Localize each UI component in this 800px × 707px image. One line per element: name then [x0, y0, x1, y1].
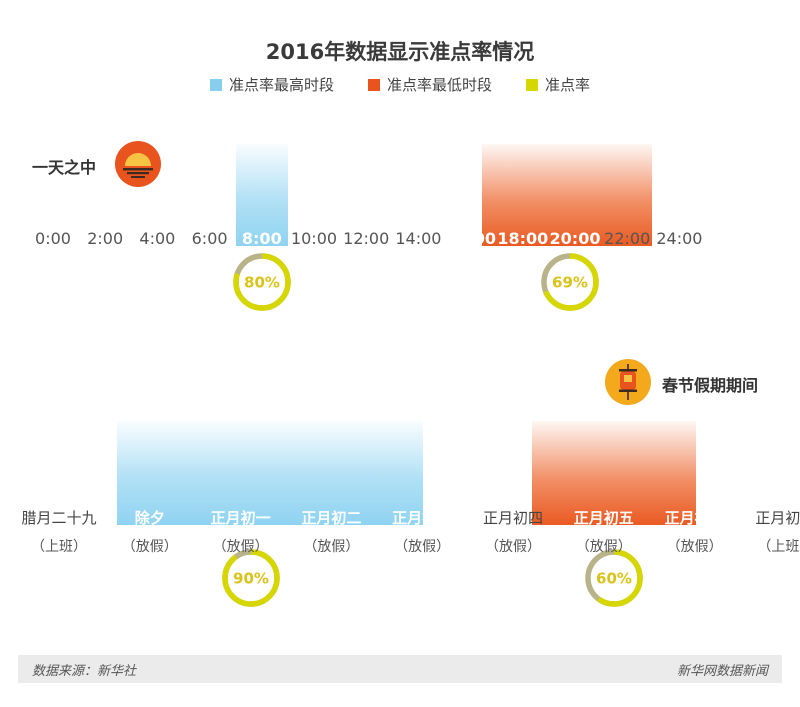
sunset-icon	[114, 140, 162, 192]
holiday-day: 正月初一 （放假）	[211, 507, 271, 556]
day-tick-label: 2:00	[87, 229, 124, 248]
holiday-day-name: 正月初一	[210, 509, 271, 527]
legend-label-highest: 准点率最高时段	[228, 76, 334, 94]
day-tick-label: 10:00	[290, 229, 338, 248]
holiday-day-name: 正月初四	[482, 509, 544, 527]
legend: 准点率最高时段 准点率最低时段 准点率	[0, 74, 800, 95]
day-tick-label: 14:00	[395, 229, 442, 248]
holiday-low-rate-gauge: 60%	[585, 549, 643, 607]
gauge-fill	[541, 253, 599, 311]
gauge-label: 60%	[596, 570, 632, 588]
holiday-day-name: 除夕	[134, 509, 165, 527]
holiday-day: 正月初七 （上班）	[755, 507, 800, 556]
holiday-day-name: 正月初三	[392, 509, 453, 527]
gauge-fill	[233, 253, 291, 311]
holiday-day: 正月初六 （放假）	[665, 507, 725, 556]
holiday-day-status: （放假）	[394, 539, 451, 555]
legend-item-rate: 准点率	[526, 74, 590, 95]
holiday-day-name: 正月初二	[301, 509, 362, 527]
holiday-day: 正月初五 （放假）	[574, 507, 634, 556]
day-tick-label: 0:00	[35, 229, 71, 248]
holiday-day: 腊月二十九 （上班）	[21, 507, 96, 556]
gauge-track	[233, 253, 291, 311]
gauge-track	[222, 549, 280, 607]
day-low-rate-gauge: 69%	[541, 253, 599, 311]
holiday-day-name: 正月初七	[755, 509, 800, 527]
legend-swatch-lowest	[367, 78, 380, 91]
gauge-label: 80%	[244, 274, 280, 292]
holiday-day-name: 腊月二十九	[21, 509, 97, 527]
day-high-rate-gauge: 80%	[233, 253, 291, 311]
gauge-track	[585, 549, 643, 607]
day-tick-label: 4:00	[139, 229, 176, 248]
holiday-day-status: （上班）	[757, 539, 800, 555]
gauge-label: 69%	[552, 274, 588, 292]
legend-label-lowest: 准点率最低时段	[386, 76, 492, 94]
legend-swatch-highest	[209, 78, 222, 91]
holiday-day-status: （放假）	[666, 539, 723, 555]
gauge-fill	[222, 549, 280, 607]
holiday-lowest-band	[532, 421, 696, 525]
day-tick-label: 8:00	[241, 229, 282, 248]
legend-item-highest: 准点率最高时段	[209, 74, 334, 95]
legend-swatch-rate	[526, 78, 538, 91]
holiday-day: 除夕 （放假）	[122, 507, 178, 556]
chart-title: 2016年数据显示准点率情况	[265, 40, 535, 64]
holiday-day-status: （放假）	[575, 539, 632, 555]
holiday-high-rate-gauge: 90%	[222, 549, 280, 607]
day-tick-label: 20:00	[549, 229, 601, 248]
gauge-label: 90%	[233, 570, 269, 588]
day-highest-band	[236, 144, 288, 246]
day-tick-label: 6:00	[191, 229, 228, 248]
holiday-day-status: （放假）	[303, 539, 360, 555]
legend-label-rate: 准点率	[545, 76, 591, 94]
day-tick-label: 22:00	[604, 229, 651, 248]
day-tick-label: 12:00	[343, 229, 390, 248]
day-lowest-band	[482, 144, 652, 246]
holiday-day: 正月初二 （放假）	[301, 507, 361, 556]
lantern-icon	[604, 358, 652, 410]
footer-credit: 新华网数据新闻	[676, 663, 768, 679]
holiday-section-label: 春节假期期间	[662, 376, 759, 395]
holiday-day-status: （上班）	[30, 539, 87, 555]
holiday-day-status: （放假）	[212, 539, 269, 555]
day-section-label: 一天之中	[32, 158, 97, 177]
holiday-day: 正月初三 （放假）	[392, 507, 452, 556]
gauge-fill	[585, 549, 643, 607]
holiday-day: 正月初四 （放假）	[483, 507, 543, 556]
day-tick-label: 16:00	[445, 229, 497, 248]
holiday-day-status: （放假）	[484, 539, 541, 555]
day-tick-label: 24:00	[656, 229, 703, 248]
legend-item-lowest: 准点率最低时段	[367, 74, 492, 95]
gauge-track	[541, 253, 599, 311]
holiday-day-name: 正月初五	[573, 509, 634, 527]
holiday-highest-band	[117, 421, 423, 525]
day-tick-label: 18:00	[497, 229, 549, 248]
holiday-day-name: 正月初六	[664, 509, 725, 527]
footer: 数据来源：新华社 新华网数据新闻	[18, 655, 782, 683]
holiday-day-status: （放假）	[121, 539, 178, 555]
footer-source: 数据来源：新华社	[32, 663, 137, 679]
